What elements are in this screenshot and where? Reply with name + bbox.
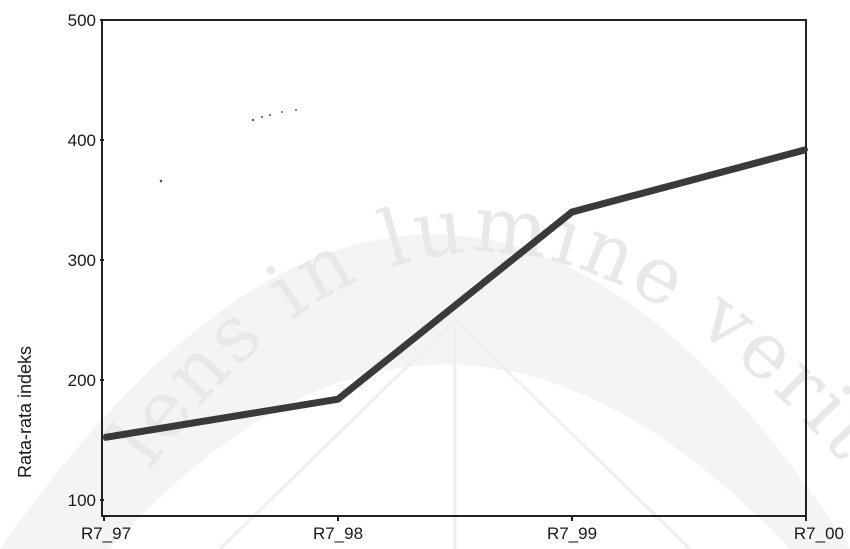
y-tick-label: 500 — [68, 11, 96, 30]
plot-frame — [101, 19, 807, 517]
scan-specks — [159, 109, 297, 183]
y-tick-label: 400 — [68, 131, 96, 150]
y-axis: 100 200 300 400 500 — [68, 11, 104, 510]
y-tick-label: 300 — [68, 251, 96, 270]
data-point — [804, 147, 808, 152]
series-line — [103, 146, 807, 442]
x-tick-label: R7_98 — [313, 524, 363, 543]
y-axis-title: Rata-rata indeks — [15, 346, 35, 478]
data-point — [570, 210, 574, 214]
series-layer — [102, 146, 808, 442]
y-tick-label: 100 — [68, 491, 96, 510]
data-point — [336, 397, 340, 402]
x-tick-label: R7_00 — [794, 524, 844, 543]
x-tick-label: R7_99 — [547, 524, 597, 543]
y-tick-label: 200 — [68, 371, 96, 390]
x-tick-label: R7_97 — [81, 524, 131, 543]
x-axis: R7_97 R7_98 R7_99 R7_00 — [81, 516, 844, 543]
data-point — [102, 435, 106, 440]
